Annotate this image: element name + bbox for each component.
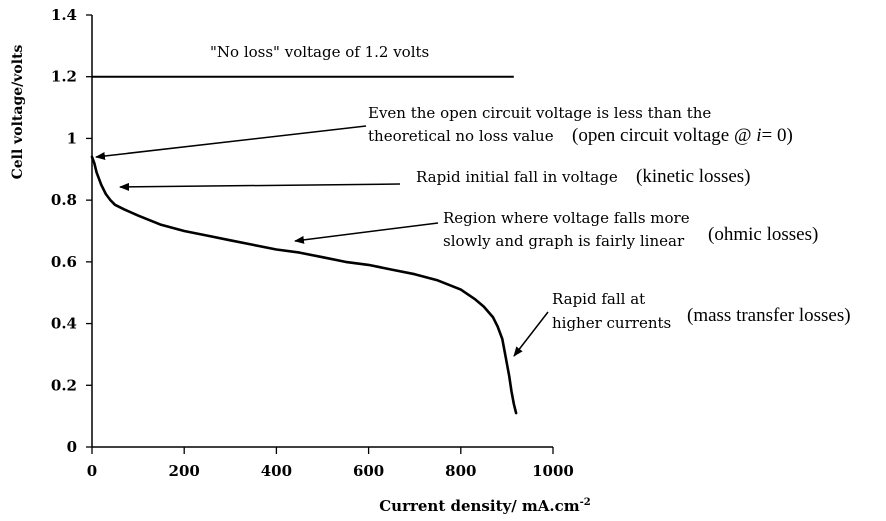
annotation-linear-line1: Region where voltage falls more xyxy=(443,209,690,227)
annotation-rapid-initial: Rapid initial fall in voltage xyxy=(416,168,618,186)
y-tick-label: 0 xyxy=(67,438,77,456)
y-tick-label: 0.6 xyxy=(51,253,77,271)
annotation-ocv-line1: Even the open circuit voltage is less th… xyxy=(368,104,711,122)
annotation-kinetic-note: (kinetic losses) xyxy=(636,166,751,187)
annotation-linear-line2: slowly and graph is fairly linear xyxy=(443,232,685,250)
arrow-high-current xyxy=(513,311,549,357)
annotation-no-loss: "No loss" voltage of 1.2 volts xyxy=(210,43,429,61)
annotation-ohmic-note: (ohmic losses) xyxy=(708,224,818,245)
x-axis-label: Current density/ mA.cm-2 xyxy=(379,497,591,515)
y-tick-label: 0.2 xyxy=(51,376,77,394)
x-tick-label: 400 xyxy=(261,462,292,480)
annotation-rapid-high-line2: higher currents xyxy=(552,314,671,332)
x-tick-label: 200 xyxy=(169,462,200,480)
arrow-linear-region xyxy=(294,222,439,244)
y-tick-label: 0.8 xyxy=(51,191,77,209)
series-group xyxy=(90,155,518,415)
y-tick-label: 1 xyxy=(67,129,77,147)
annotation-rapid-high-line1: Rapid fall at xyxy=(552,290,645,308)
arrow-initial-fall xyxy=(119,182,401,191)
annotation-ocv-note: (open circuit voltage @ i= 0) xyxy=(572,125,793,146)
x-tick-label: 600 xyxy=(353,462,384,480)
y-tick-label: 1.4 xyxy=(51,6,77,24)
x-tick-label: 0 xyxy=(87,462,97,480)
ticks: 0 200 400 600 800 1000 0 0.2 0.4 0.6 0.8 1 1.2 1.4 xyxy=(51,6,574,480)
x-tick-label: 1000 xyxy=(532,462,574,480)
annotation-mass-note: (mass transfer losses) xyxy=(687,305,851,326)
annotation-ocv-line2: theoretical no loss value xyxy=(368,127,554,145)
x-tick-label: 800 xyxy=(445,462,476,480)
y-axis-label: Cell voltage/volts xyxy=(10,44,26,179)
y-tick-label: 0.4 xyxy=(51,315,77,333)
axes xyxy=(91,15,553,448)
polarization-curve xyxy=(90,155,518,415)
y-tick-label: 1.2 xyxy=(51,68,77,86)
arrow-open-circuit xyxy=(95,125,367,160)
